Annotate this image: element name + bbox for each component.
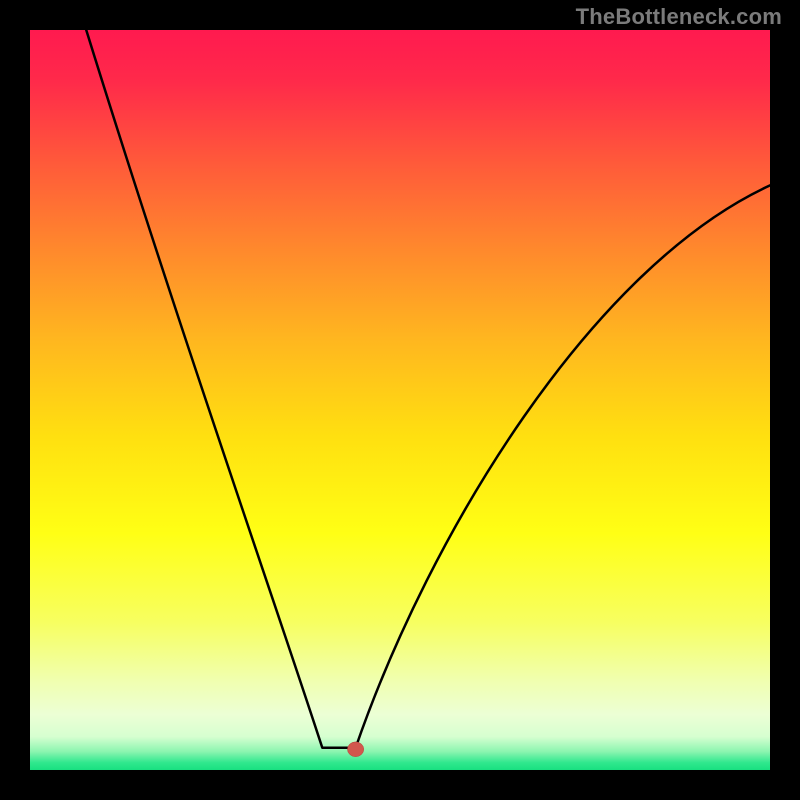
chart-background — [30, 30, 770, 770]
chart-frame: TheBottleneck.com — [0, 0, 800, 800]
bottleneck-chart — [30, 30, 770, 770]
watermark-label: TheBottleneck.com — [576, 4, 782, 30]
optimal-point-marker — [347, 742, 363, 757]
chart-svg — [30, 30, 770, 770]
